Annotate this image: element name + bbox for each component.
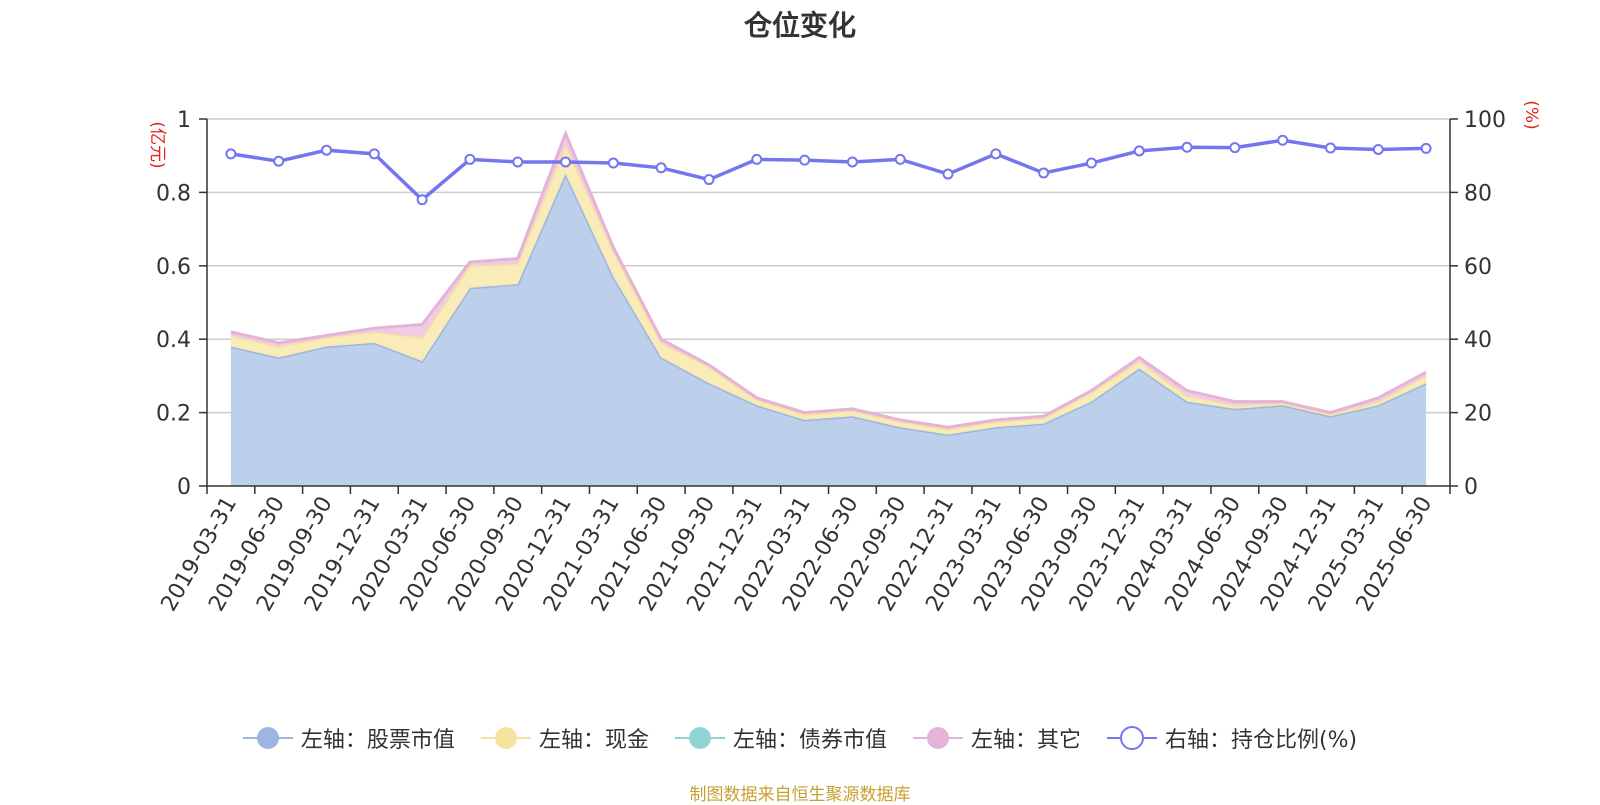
- left-axis-tick-label: 0.8: [156, 181, 191, 206]
- ratio-point: [1372, 143, 1384, 155]
- ratio-point: [464, 153, 476, 165]
- area-layer: [230, 129, 1427, 487]
- area-series: [230, 174, 1427, 487]
- ratio-point: [1133, 145, 1145, 157]
- source-note: 制图数据来自恒生聚源数据库: [689, 785, 911, 805]
- left-axis-tick-label: 0.2: [156, 402, 191, 427]
- right-axis-tick-label: 100: [1464, 108, 1506, 133]
- legend-label: 左轴：现金: [538, 728, 649, 753]
- legend-item[interactable]: 左轴：股票市值: [242, 722, 455, 754]
- right-axis-unit-label: (%): [1521, 100, 1541, 129]
- right-axis-tick-label: 60: [1464, 255, 1492, 280]
- ratio-point: [942, 168, 954, 180]
- chart-title: 仓位变化: [743, 9, 856, 42]
- ratio-point: [416, 194, 428, 206]
- ratio-point: [512, 156, 524, 168]
- legend-marker-icon: [912, 727, 963, 749]
- ratio-point: [1181, 141, 1193, 153]
- legend-item[interactable]: 左轴：债券市值: [674, 722, 887, 754]
- ratio-point: [368, 148, 380, 160]
- ratio-point: [1229, 142, 1241, 154]
- ratio-point: [560, 156, 572, 168]
- area-series-line: [230, 129, 1427, 429]
- ratio-point: [273, 155, 285, 167]
- ratio-point: [607, 157, 619, 169]
- ratio-point: [799, 154, 811, 166]
- left-axis-tick-label: 0.4: [156, 328, 191, 353]
- legend: 左轴：股票市值 左轴：现金 左轴：债券市值 左轴：其它 右轴：持仓比例(%): [0, 722, 1600, 754]
- legend-marker-icon: [1106, 726, 1157, 750]
- legend-label: 左轴：股票市值: [300, 728, 455, 753]
- right-axis-tick-label: 40: [1464, 328, 1492, 353]
- ratio-point: [894, 153, 906, 165]
- ratio-point: [751, 153, 763, 165]
- legend-label: 左轴：债券市值: [732, 728, 887, 753]
- ratio-point: [225, 148, 237, 160]
- axis-layer: [199, 118, 1458, 494]
- line-layer: [225, 134, 1432, 206]
- right-axis-tick-label: 0: [1464, 475, 1478, 500]
- ratio-point: [703, 174, 715, 186]
- legend-item[interactable]: 左轴：其它: [912, 722, 1081, 754]
- left-axis-tick-label: 0: [177, 475, 191, 500]
- ratio-point: [1085, 157, 1097, 169]
- legend-marker-icon: [242, 727, 293, 749]
- legend-label: 右轴：持仓比例(%): [1164, 728, 1358, 753]
- right-axis-tick-label: 80: [1464, 181, 1492, 206]
- legend-marker-icon: [480, 727, 531, 749]
- ratio-point: [990, 148, 1002, 160]
- left-axis-tick-label: 0.6: [156, 255, 191, 280]
- legend-item[interactable]: 左轴：现金: [480, 722, 649, 754]
- ratio-point: [321, 144, 333, 156]
- legend-marker-icon: [674, 727, 725, 749]
- ratio-point: [1420, 142, 1432, 154]
- left-axis-tick-label: 1: [177, 108, 191, 133]
- legend-item[interactable]: 右轴：持仓比例(%): [1106, 722, 1358, 754]
- left-axis-unit-label: (亿元): [147, 121, 167, 168]
- legend-label: 左轴：其它: [970, 728, 1081, 753]
- ratio-point: [846, 156, 858, 168]
- ratio-point: [1038, 167, 1050, 179]
- ratio-point: [1277, 134, 1289, 146]
- ratio-line: [230, 138, 1427, 203]
- right-axis-tick-label: 20: [1464, 402, 1492, 427]
- ratio-point: [655, 162, 667, 174]
- ratio-point: [1324, 142, 1336, 154]
